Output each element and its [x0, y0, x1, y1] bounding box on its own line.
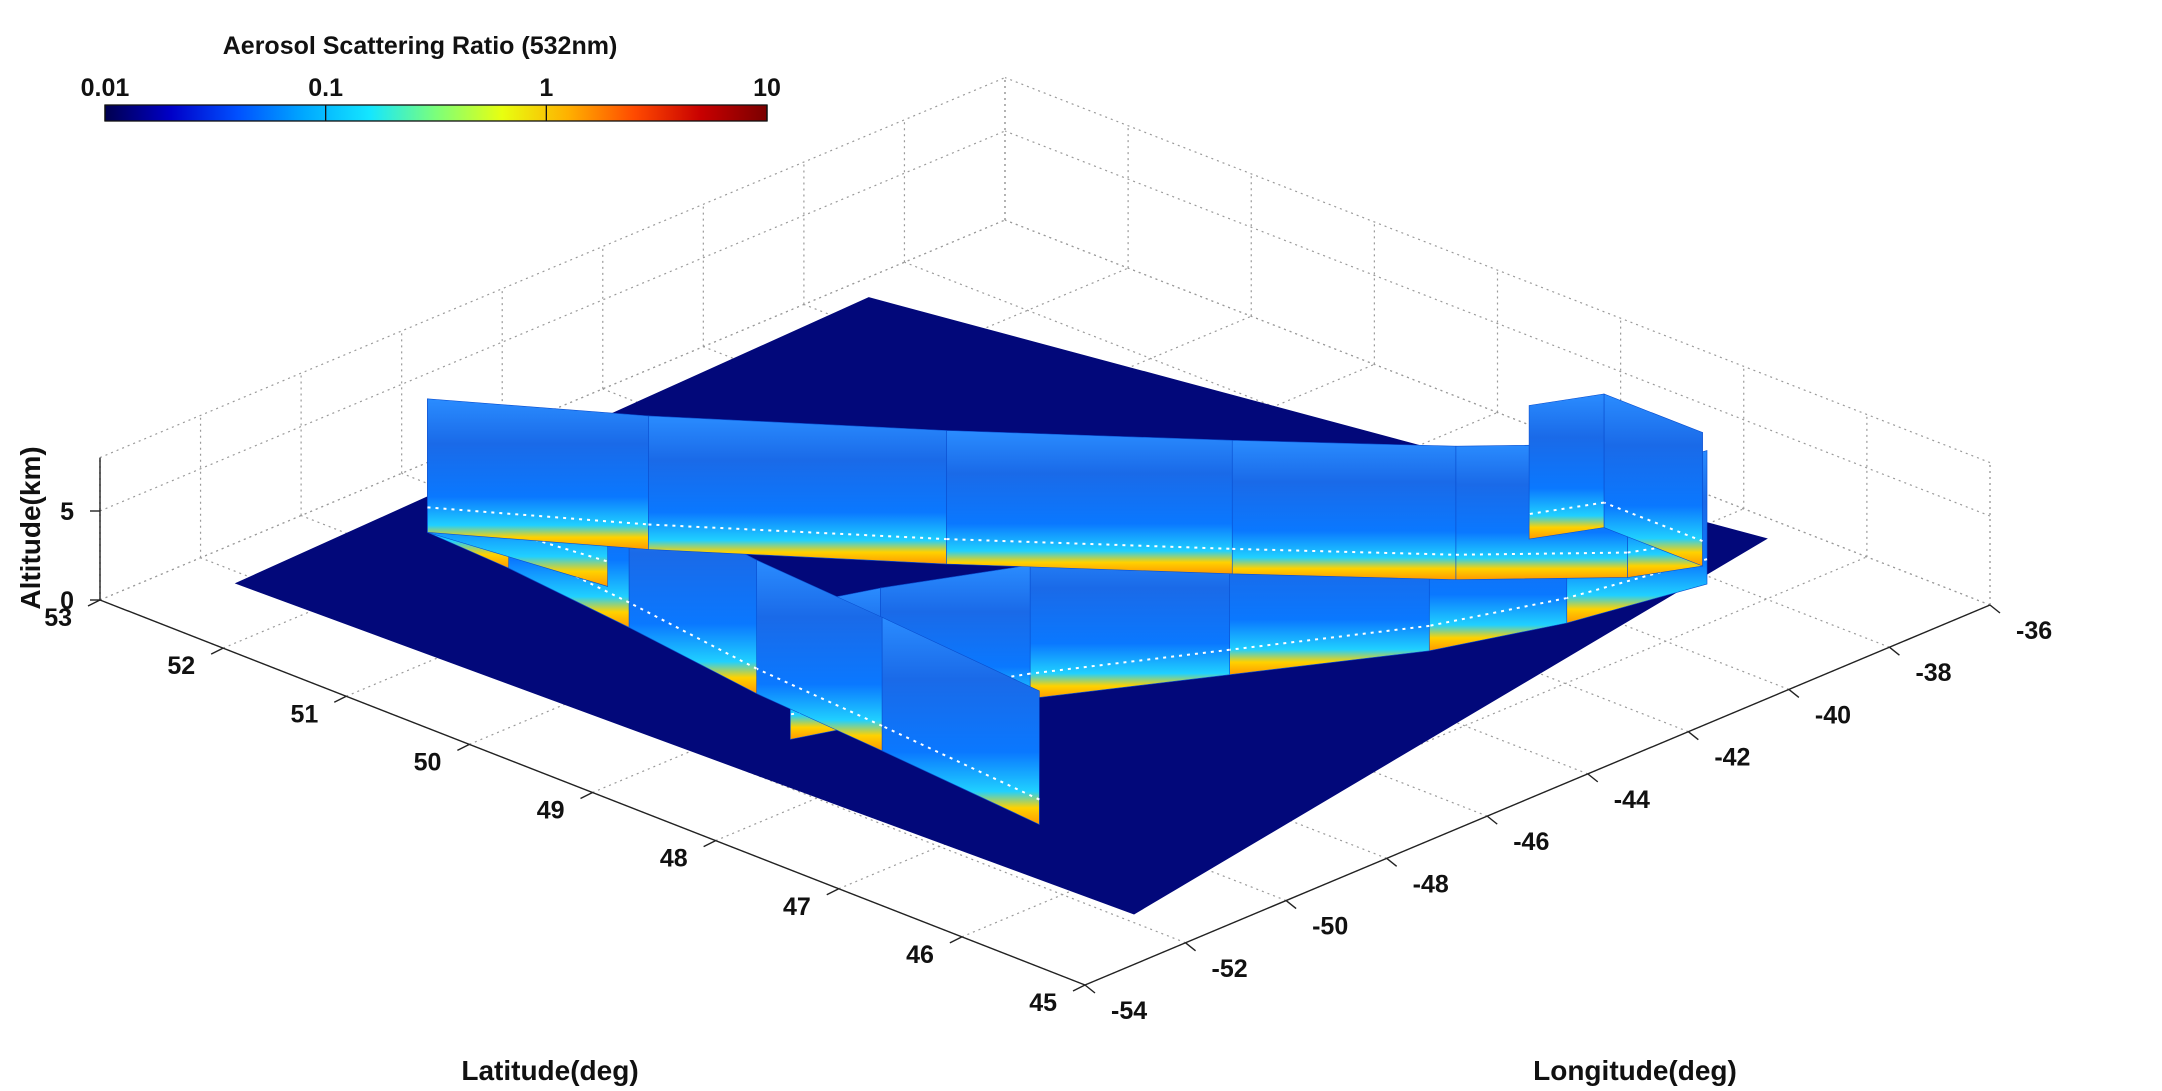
cloud-top-layer — [1029, 648, 1230, 675]
y-tick-label: 49 — [537, 797, 565, 825]
grid-line — [1004, 219, 1991, 606]
x-tick-label: -46 — [1513, 828, 1549, 856]
grid-line — [1004, 130, 1991, 517]
x-axis-label: Longitude(deg) — [1533, 1055, 1737, 1086]
x-tick-mark — [1084, 984, 1096, 994]
y-tick-label: 48 — [660, 845, 688, 873]
cloud-top-layer — [881, 724, 1040, 801]
y-tick-mark — [210, 647, 224, 655]
y-tick-mark — [1072, 984, 1086, 992]
y-tick-mark — [333, 695, 347, 703]
x-tick-label: -42 — [1714, 744, 1750, 772]
colorbar-tick-label: 1 — [539, 74, 553, 102]
x-tick-label: -40 — [1815, 701, 1851, 729]
y-tick-mark — [949, 936, 963, 944]
cloud-top-layer — [1232, 547, 1456, 556]
lidar-curtain-panel — [1528, 393, 1605, 540]
y-tick-mark — [826, 888, 840, 896]
y-tick-label: 47 — [783, 893, 811, 921]
z-tick-label: 0 — [60, 587, 74, 615]
y-tick-label: 46 — [906, 941, 934, 969]
colorbar-title: Aerosol Scattering Ratio (532nm) — [223, 32, 618, 60]
x-tick-label: -44 — [1614, 786, 1650, 814]
lidar-curtains — [427, 393, 1708, 825]
x-tick-mark — [1486, 815, 1498, 825]
colorbar-tick-label: 0.01 — [81, 74, 130, 102]
cloud-top-layer — [427, 506, 649, 526]
y-tick-mark — [703, 839, 716, 848]
axis-line — [1084, 604, 1991, 986]
x-tick-mark — [1386, 857, 1398, 867]
y-axis-label: Latitude(deg) — [461, 1055, 638, 1086]
grid-line — [99, 219, 1006, 601]
x-tick-mark — [1185, 942, 1196, 952]
x-tick-mark — [1889, 646, 1900, 656]
y-tick-label: 52 — [167, 652, 195, 680]
x-tick-mark — [1587, 773, 1599, 783]
y-tick-label: 50 — [414, 748, 442, 776]
x-tick-label: -52 — [1212, 955, 1248, 983]
colorbar-tick-label: 10 — [753, 74, 781, 102]
grid-line — [99, 77, 1006, 459]
colorbar-gradient — [104, 104, 768, 122]
y-tick-mark — [87, 599, 101, 607]
x-tick-label: -48 — [1413, 870, 1449, 898]
cloud-top-layer — [648, 523, 947, 541]
cloud-top-layer — [756, 667, 883, 727]
lidar-curtain-panel — [427, 398, 649, 550]
colorbar: Aerosol Scattering Ratio (532nm) 0.01 0.1… — [81, 32, 781, 122]
y-tick-mark — [457, 743, 470, 752]
y-tick-label: 45 — [1029, 989, 1057, 1017]
z-axis-label: Altitude(km) — [15, 446, 46, 609]
cloud-top-layer — [1603, 501, 1703, 543]
lidar-curtain-panel — [648, 415, 947, 565]
grid-line — [1004, 77, 1991, 464]
grid-line — [99, 130, 1006, 512]
x-tick-mark — [1285, 900, 1297, 910]
lidar-curtain-panel — [946, 430, 1233, 575]
x-tick-mark — [1788, 688, 1800, 698]
y-tick-mark — [580, 791, 593, 800]
axes — [87, 457, 2001, 994]
x-tick-mark — [1687, 731, 1699, 741]
y-tick-label: 51 — [290, 700, 318, 728]
cloud-top-layer — [1229, 624, 1430, 651]
x-tick-label: -38 — [1915, 659, 1951, 687]
tick-labels: -54 -52 -50 -48 -46 -44 -42 -40 -38 -36 45 46 47 48 49… — [44, 498, 2052, 1025]
lidar-curtain-panel — [1231, 439, 1457, 580]
colorbar-tick-label: 0.1 — [308, 74, 343, 102]
x-tick-label: -54 — [1111, 997, 1147, 1025]
x-tick-mark — [1989, 604, 2001, 614]
colorbar-ticks: 0.01 0.1 1 10 — [81, 74, 781, 121]
z-tick-label: 5 — [60, 498, 74, 526]
y-tick-label: 53 — [44, 604, 72, 632]
x-tick-label: -50 — [1312, 913, 1348, 941]
x-tick-label: -36 — [2016, 617, 2052, 645]
